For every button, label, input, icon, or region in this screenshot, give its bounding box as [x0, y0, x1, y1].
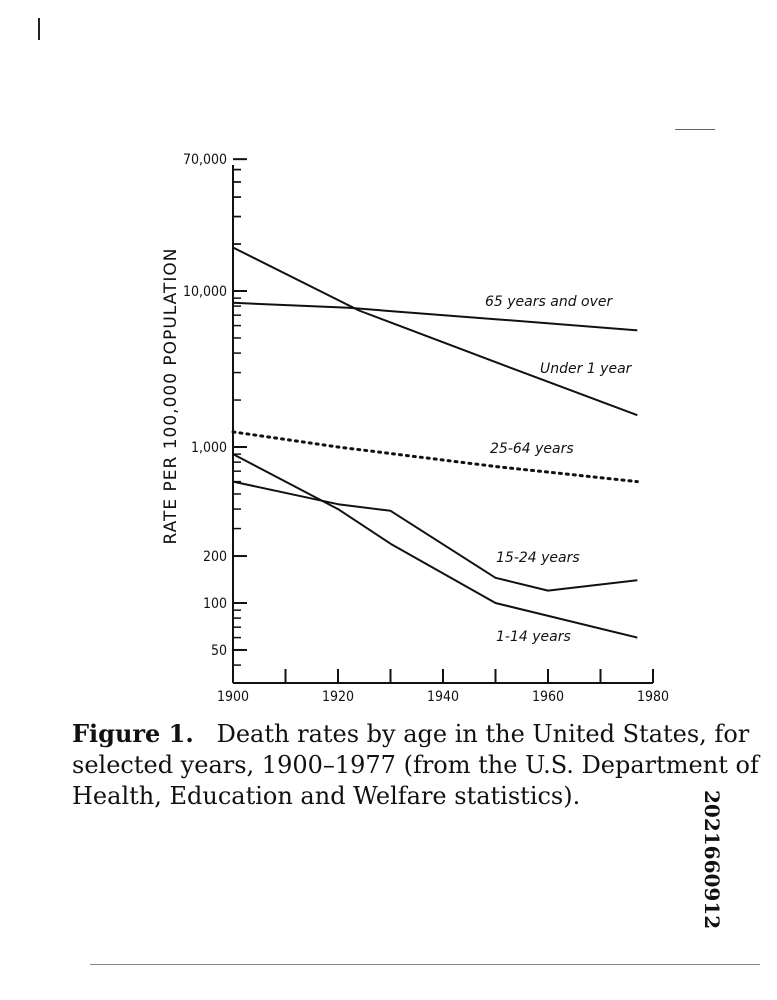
scan-mark-top	[38, 18, 40, 40]
y-tick-label: 10,000	[183, 284, 227, 300]
series-line-3	[232, 480, 638, 592]
y-tick-label: 1,000	[191, 440, 227, 456]
x-tick-label: 1940	[427, 689, 459, 705]
series-line-4	[232, 453, 638, 639]
y-tick-label: 200	[203, 549, 227, 565]
caption-text: Death rates by age in the United States,…	[72, 720, 759, 810]
series-label-4: 1-14 years	[496, 629, 571, 645]
series-lines	[231, 246, 639, 639]
y-tick-label: 50	[211, 643, 227, 659]
x-tick-label: 1920	[322, 689, 354, 705]
series-line-2	[231, 430, 639, 484]
figure-label: Figure 1.	[72, 719, 194, 748]
scan-mark-right	[675, 129, 715, 130]
figure-caption: Figure 1. Death rates by age in the Unit…	[72, 718, 772, 812]
y-tick-label: 100	[203, 596, 227, 612]
series-line-1	[232, 246, 638, 417]
x-tick-label: 1980	[637, 689, 669, 705]
chart-labels: 70,000 10,000 1,000 200 100 50 1900 1920 1940 196…	[161, 152, 669, 705]
axes	[232, 158, 654, 684]
series-label-3: 15-24 years	[496, 550, 580, 566]
series-label-0: 65 years and over	[485, 294, 613, 310]
y-axis-title: RATE PER 100,000 POPULATION	[161, 248, 181, 545]
series-label-1: Under 1 year	[540, 361, 633, 377]
document-id-stamp: 2021660912	[700, 790, 724, 930]
series-line-0	[232, 301, 638, 332]
x-tick-label: 1900	[217, 689, 249, 705]
series-label-2: 25-64 years	[490, 441, 574, 457]
x-tick-label: 1960	[532, 689, 564, 705]
y-tick-label: 70,000	[183, 152, 227, 168]
scan-rule-bottom	[90, 964, 760, 965]
